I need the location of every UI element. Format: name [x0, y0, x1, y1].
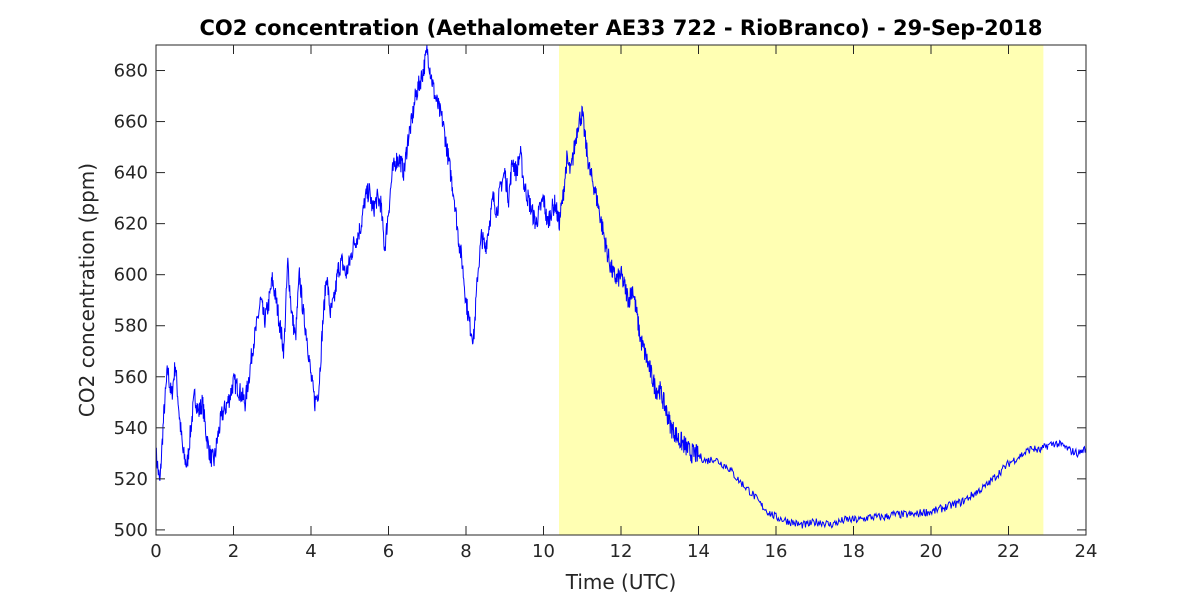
y-tick-label: 600	[114, 265, 148, 286]
x-tick-label: 14	[687, 541, 710, 562]
y-tick-label: 620	[114, 214, 148, 235]
y-tick-label: 500	[114, 520, 148, 541]
x-tick-label: 2	[228, 541, 239, 562]
chart-title: CO2 concentration (Aethalometer AE33 722…	[200, 16, 1043, 40]
x-axis-ticks: 0 2 4 6 8 10 12 14 16 18 20 22 24	[150, 45, 1097, 562]
y-axis-ticks: 500 520 540 560 580 600 620 640 660 680	[114, 61, 1086, 541]
x-tick-label: 24	[1075, 541, 1098, 562]
x-tick-label: 20	[920, 541, 943, 562]
y-axis-label: CO2 concentration (ppm)	[75, 163, 99, 417]
y-tick-label: 560	[114, 367, 148, 388]
x-tick-label: 6	[383, 541, 394, 562]
x-tick-label: 22	[997, 541, 1020, 562]
x-tick-label: 12	[610, 541, 633, 562]
x-tick-label: 8	[460, 541, 471, 562]
x-tick-label: 18	[842, 541, 865, 562]
x-tick-label: 0	[150, 541, 161, 562]
x-tick-label: 10	[532, 541, 555, 562]
plot-frame	[155, 44, 1087, 536]
y-tick-label: 520	[114, 469, 148, 490]
co2-series-line	[155, 45, 1087, 529]
highlight-band	[559, 45, 1044, 535]
y-tick-label: 660	[114, 112, 148, 133]
x-axis-label: Time (UTC)	[565, 570, 677, 594]
x-tick-label: 4	[305, 541, 316, 562]
x-tick-label: 16	[765, 541, 788, 562]
y-tick-label: 580	[114, 316, 148, 337]
y-tick-label: 680	[114, 61, 148, 82]
y-tick-label: 640	[114, 163, 148, 184]
y-tick-label: 540	[114, 418, 148, 439]
